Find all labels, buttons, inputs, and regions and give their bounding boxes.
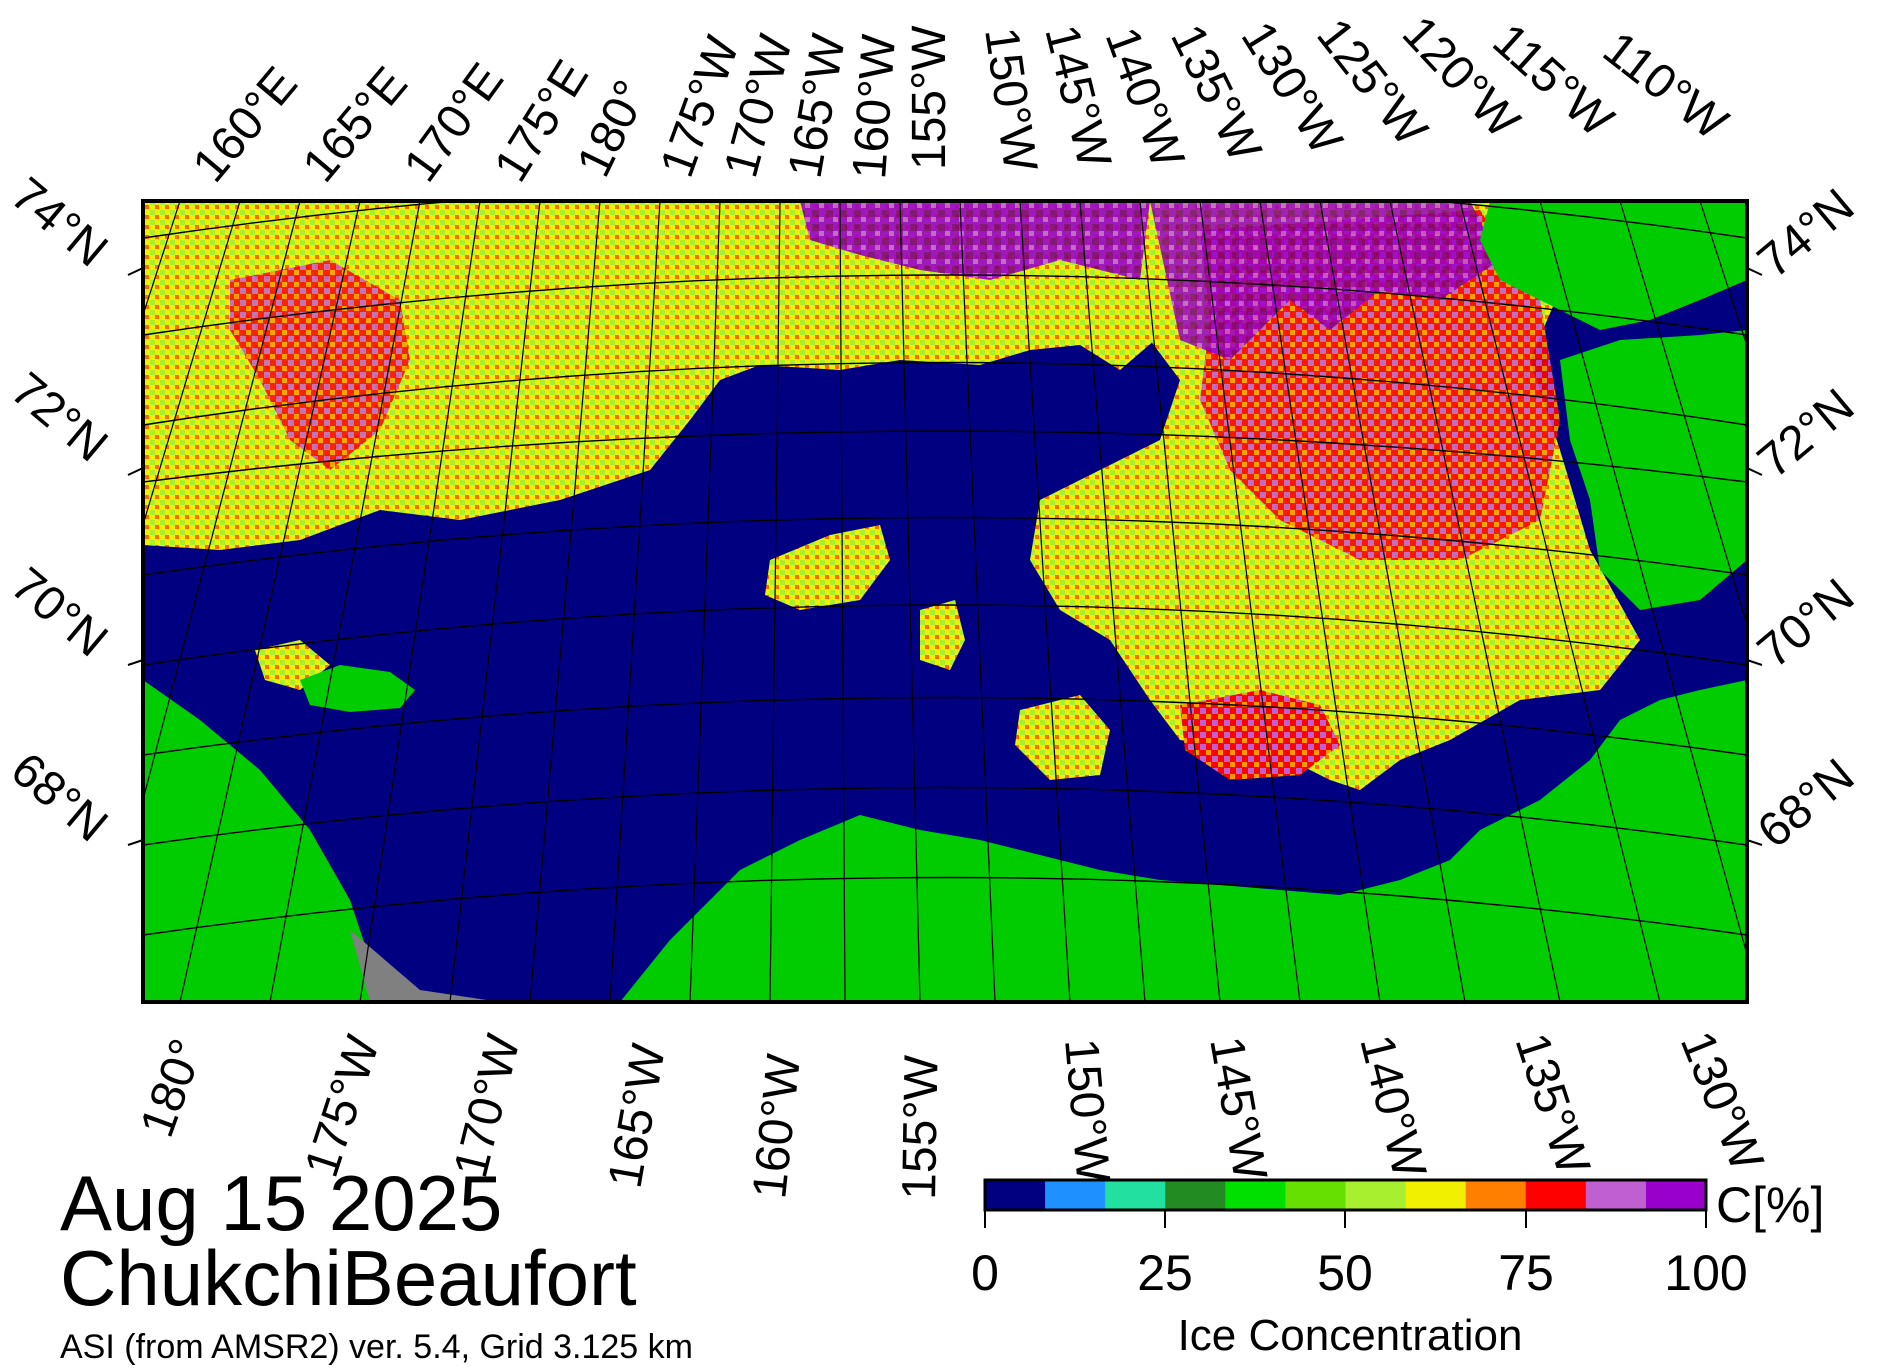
ice-floe-5 [1180,690,1340,780]
bottom-lon-label: 150°W [1054,1036,1119,1185]
colorbar-swatch [1645,1180,1707,1210]
top-lon-label: 160°W [843,32,906,181]
colorbar-tick-label: 100 [1664,1245,1747,1301]
top-lon-labels: 160°E 165°E 170°E 175°E 180° 175°W 170°W… [183,6,1738,192]
region-label: ChukchiBeaufort [60,1234,637,1322]
colorbar-swatch [1465,1180,1527,1210]
longitude-lines [143,201,1747,1002]
bottom-lon-label: 160°W [743,1051,811,1201]
colorbar-swatch [1345,1180,1407,1210]
land-alaska [620,680,1747,1002]
colorbar-swatches [985,1180,1707,1210]
land-nodata [350,930,500,1002]
ice-east-purple [1150,201,1500,360]
bottom-lon-label: 165°W [599,1040,676,1192]
left-lat-label: 72°N [1,363,117,473]
left-lat-label: 70°N [1,558,117,668]
colorbar-swatch [1045,1180,1106,1210]
right-lat-labels: 74°N 72°N 70°N 68°N [1748,179,1864,859]
latitude-lines [143,201,1747,936]
colorbar-swatch [985,1180,1046,1210]
bottom-lon-label: 180° [131,1032,215,1143]
colorbar-tick-label: 75 [1498,1245,1554,1301]
top-lon-label: 155°W [903,25,956,170]
right-lat-label: 68°N [1748,749,1864,859]
right-lat-label: 72°N [1748,379,1864,489]
colorbar-swatch [1285,1180,1346,1210]
left-lat-label: 68°N [1,743,117,853]
colorbar-swatch [1405,1180,1467,1210]
source-label: ASI (from AMSR2) ver. 5.4, Grid 3.125 km [60,1328,693,1366]
right-lat-label: 74°N [1748,179,1864,289]
ice-floe-1 [765,525,890,610]
bottom-lon-label: 135°W [1505,1027,1600,1182]
top-lon-label: 160°E [183,57,308,192]
land-wrangel [300,665,415,712]
left-lat-labels: 74°N 72°N 70°N 68°N [1,168,117,853]
ice-pack-west [143,201,1160,550]
bottom-lon-label: 140°W [1349,1030,1436,1184]
colorbar-tick-label: 25 [1137,1245,1193,1301]
map-panel [143,201,1747,1002]
right-lat-label: 70°N [1748,569,1864,679]
colorbar-swatch [1225,1180,1286,1210]
map-frame [141,199,1749,1004]
colorbar-unit: C[%] [1716,1177,1824,1233]
colorbar-swatch [1165,1180,1226,1210]
colorbar-swatch [1525,1180,1587,1210]
colorbar-swatch [1585,1180,1647,1210]
colorbar-title: Ice Concentration [1178,1311,1523,1360]
colorbar-swatch [1105,1180,1166,1210]
colorbar-ticks [984,1210,1707,1228]
top-lon-label: 110°W [1593,22,1737,151]
bottom-lon-label: 130°W [1670,1024,1774,1179]
ice-purple-north [800,201,1150,280]
ice-floe-2 [920,600,965,670]
land-canada-islands [1480,201,1747,330]
land-chukotka [143,680,400,1002]
top-lon-label: 175°E [484,51,599,190]
ice-red-patches [230,260,410,470]
bottom-lon-label: 155°W [893,1054,949,1200]
colorbar-tick-label: 0 [971,1245,999,1301]
top-lon-label: 150°W [974,24,1047,175]
left-lat-label: 74°N [1,168,117,278]
top-lon-label: 165°E [293,57,418,192]
land-banks-island [1560,330,1747,610]
ice-floe-4 [1015,695,1110,780]
colorbar-tick-label: 50 [1317,1245,1373,1301]
frame-ticks [127,267,1763,846]
colorbar: 0 25 50 75 100 C[%] Ice Concentration [971,1177,1824,1360]
date-label: Aug 15 2025 [60,1159,502,1247]
bottom-lon-label: 145°W [1199,1033,1276,1185]
